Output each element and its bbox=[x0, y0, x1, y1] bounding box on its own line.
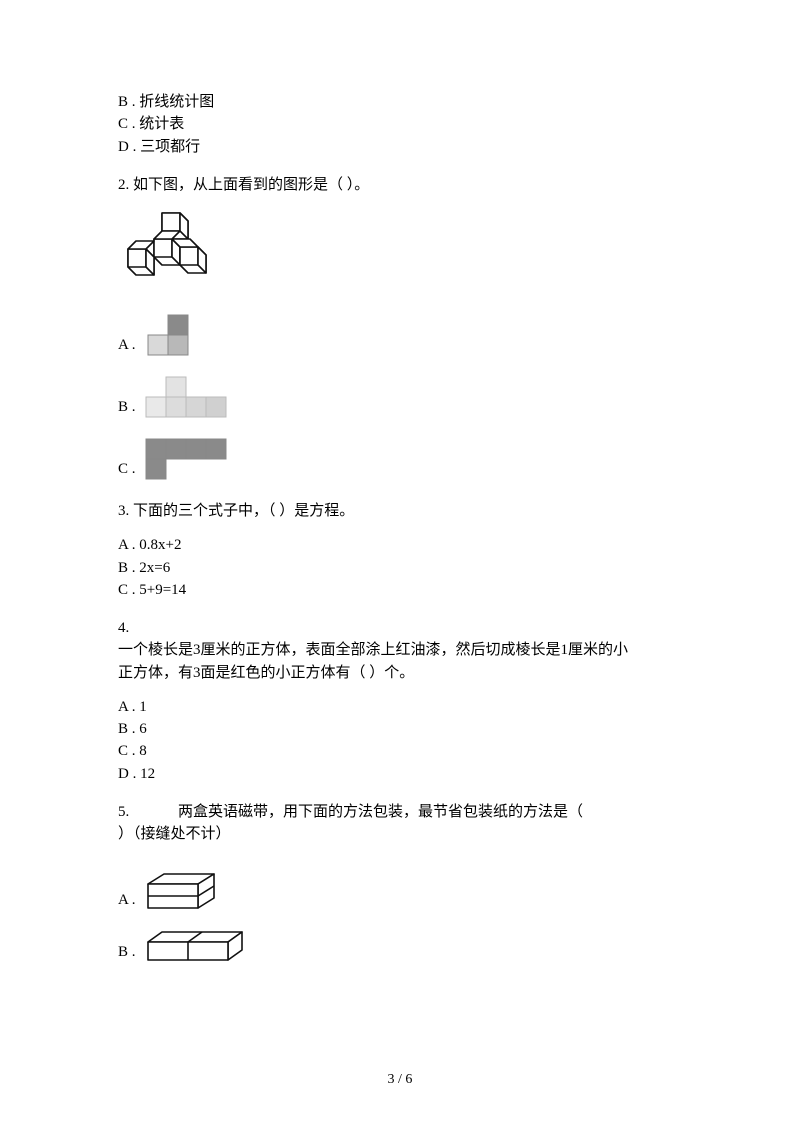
q1-option-c: C . 统计表 bbox=[118, 114, 682, 134]
q5-prefix: 5. bbox=[118, 804, 129, 820]
q5-option-b-label: B . bbox=[118, 942, 136, 966]
q5-option-b: B . bbox=[118, 928, 682, 966]
q3-option-c: C . 5+9=14 bbox=[118, 580, 682, 600]
q5-option-b-icon bbox=[142, 928, 248, 966]
q2-option-b: B . bbox=[118, 375, 682, 421]
q2-option-c: C . bbox=[118, 437, 682, 483]
q4-option-d: D . 12 bbox=[118, 764, 682, 784]
q2-option-c-icon bbox=[142, 437, 228, 483]
q5-text1: 两盒英语磁带，用下面的方法包装，最节省包装纸的方法是（ bbox=[178, 804, 583, 820]
q4-option-b: B . 6 bbox=[118, 719, 682, 739]
q2-option-b-icon bbox=[142, 375, 228, 421]
q3-option-a: A . 0.8x+2 bbox=[118, 535, 682, 555]
page-content: B . 折线统计图 C . 统计表 D . 三项都行 2. 如下图，从上面看到的… bbox=[0, 0, 800, 966]
q4-option-a: A . 1 bbox=[118, 697, 682, 717]
q2-option-a-icon bbox=[142, 313, 202, 359]
q2-option-a: A . bbox=[118, 313, 682, 359]
q5-blank bbox=[129, 804, 178, 820]
q2-option-c-label: C . bbox=[118, 459, 136, 483]
q5-line2: ）（接缝处不计） bbox=[118, 824, 682, 844]
page-footer: 3 / 6 bbox=[0, 1072, 800, 1088]
q1-option-b: B . 折线统计图 bbox=[118, 92, 682, 112]
q5-line1: 5. 两盒英语磁带，用下面的方法包装，最节省包装纸的方法是（ bbox=[118, 802, 682, 822]
q4-option-c: C . 8 bbox=[118, 741, 682, 761]
q5-option-a-label: A . bbox=[118, 890, 136, 914]
q1-option-d: D . 三项都行 bbox=[118, 137, 682, 157]
q4-line1: 一个棱长是3厘米的正方体，表面全部涂上红油漆，然后切成棱长是1厘米的小 bbox=[118, 640, 682, 660]
q3-option-b: B . 2x=6 bbox=[118, 558, 682, 578]
q2-option-a-label: A . bbox=[118, 335, 136, 359]
q5-option-a: A . bbox=[118, 870, 682, 914]
q5-option-a-icon bbox=[142, 870, 222, 914]
q4-num: 4. bbox=[118, 618, 682, 638]
q4-line2: 正方体，有3面是红色的小正方体有（ ）个。 bbox=[118, 663, 682, 683]
q2-option-b-label: B . bbox=[118, 397, 136, 421]
q3-stem: 3. 下面的三个式子中，（ ）是方程。 bbox=[118, 501, 682, 521]
q2-figure-3d bbox=[118, 209, 682, 287]
q2-stem: 2. 如下图，从上面看到的图形是（ ）。 bbox=[118, 175, 682, 195]
